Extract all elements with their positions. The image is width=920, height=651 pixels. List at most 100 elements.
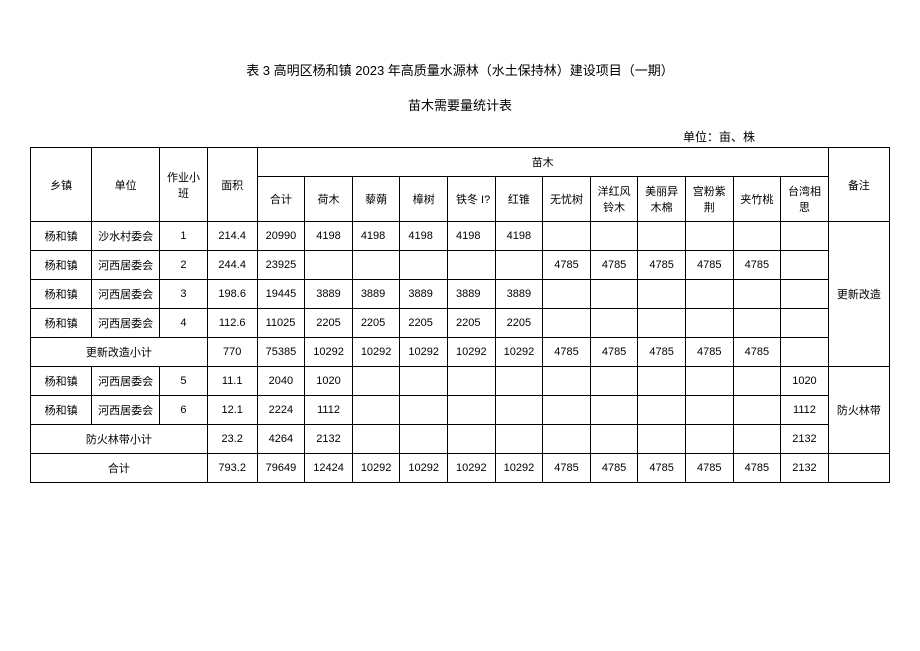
cell-s2 (352, 251, 400, 280)
cell-area: 793.2 (207, 454, 257, 483)
cell-s6: 4785 (543, 338, 591, 367)
cell-s5: 10292 (495, 454, 543, 483)
cell-s8 (638, 396, 686, 425)
cell-plot: 2 (160, 251, 208, 280)
cell-unit: 河西居委会 (92, 309, 160, 338)
cell-s3: 4198 (400, 222, 448, 251)
cell-s3 (400, 425, 448, 454)
cell-s8 (638, 425, 686, 454)
cell-total: 2224 (257, 396, 305, 425)
header-s10: 夹竹桃 (733, 177, 781, 222)
page-title: 表 3 高明区杨和镇 2023 年高质量水源林（水土保持林）建设项目（一期） (30, 60, 890, 79)
cell-s8: 4785 (638, 454, 686, 483)
cell-s4 (448, 396, 496, 425)
cell-s11 (781, 338, 829, 367)
cell-s2 (352, 396, 400, 425)
cell-s7 (590, 396, 638, 425)
cell-s2 (352, 425, 400, 454)
cell-s11 (781, 222, 829, 251)
header-area: 面积 (207, 148, 257, 222)
cell-s4: 4198 (448, 222, 496, 251)
cell-s1: 4198 (305, 222, 353, 251)
cell-total: 23925 (257, 251, 305, 280)
cell-s9: 4785 (685, 454, 733, 483)
cell-s6: 4785 (543, 454, 591, 483)
header-s11: 台湾相思 (781, 177, 829, 222)
cell-s9: 4785 (685, 338, 733, 367)
note-cell: 更新改造 (828, 222, 889, 367)
cell-plot: 3 (160, 280, 208, 309)
cell-s7: 4785 (590, 338, 638, 367)
cell-plot: 1 (160, 222, 208, 251)
header-plot: 作业小班 (160, 148, 208, 222)
table-row: 杨和镇 河西居委会 4 112.6 11025 2205 2205 2205 2… (31, 309, 890, 338)
cell-area: 214.4 (207, 222, 257, 251)
table-row: 杨和镇 河西居委会 3 198.6 19445 3889 3889 3889 3… (31, 280, 890, 309)
table-row: 杨和镇 河西居委会 5 11.1 2040 1020 1020 防火林带 (31, 367, 890, 396)
cell-s2 (352, 367, 400, 396)
cell-s9 (685, 309, 733, 338)
grand-label: 合计 (31, 454, 208, 483)
header-s6: 无忧树 (543, 177, 591, 222)
cell-unit: 河西居委会 (92, 251, 160, 280)
cell-s3: 2205 (400, 309, 448, 338)
header-s8: 美丽异木棉 (638, 177, 686, 222)
cell-town: 杨和镇 (31, 309, 92, 338)
cell-area: 244.4 (207, 251, 257, 280)
cell-s5 (495, 425, 543, 454)
cell-s5 (495, 396, 543, 425)
cell-s9 (685, 425, 733, 454)
subtotal-row: 防火林带小计 23.2 4264 2132 2132 (31, 425, 890, 454)
cell-total: 11025 (257, 309, 305, 338)
cell-s11: 2132 (781, 425, 829, 454)
cell-area: 12.1 (207, 396, 257, 425)
cell-s4: 10292 (448, 338, 496, 367)
cell-s7 (590, 425, 638, 454)
cell-s4: 3889 (448, 280, 496, 309)
cell-s6 (543, 425, 591, 454)
cell-total: 75385 (257, 338, 305, 367)
cell-s4 (448, 425, 496, 454)
cell-town: 杨和镇 (31, 222, 92, 251)
cell-s2: 4198 (352, 222, 400, 251)
cell-town: 杨和镇 (31, 280, 92, 309)
cell-total: 2040 (257, 367, 305, 396)
cell-s7: 4785 (590, 454, 638, 483)
cell-s10 (733, 396, 781, 425)
cell-plot: 6 (160, 396, 208, 425)
cell-s2: 10292 (352, 454, 400, 483)
cell-s1: 2205 (305, 309, 353, 338)
cell-s1: 2132 (305, 425, 353, 454)
cell-s3: 3889 (400, 280, 448, 309)
cell-s11 (781, 280, 829, 309)
cell-s6 (543, 280, 591, 309)
cell-s10 (733, 280, 781, 309)
cell-unit: 沙水村委会 (92, 222, 160, 251)
cell-area: 770 (207, 338, 257, 367)
cell-s1: 10292 (305, 338, 353, 367)
cell-s11: 2132 (781, 454, 829, 483)
cell-town: 杨和镇 (31, 367, 92, 396)
cell-s10: 4785 (733, 251, 781, 280)
header-s7: 洋红风铃木 (590, 177, 638, 222)
cell-s1 (305, 251, 353, 280)
cell-area: 11.1 (207, 367, 257, 396)
cell-s10 (733, 222, 781, 251)
cell-unit: 河西居委会 (92, 367, 160, 396)
page-subtitle: 苗木需要量统计表 (30, 95, 890, 114)
cell-town: 杨和镇 (31, 396, 92, 425)
cell-s1: 3889 (305, 280, 353, 309)
cell-unit: 河西居委会 (92, 396, 160, 425)
cell-s8: 4785 (638, 251, 686, 280)
cell-total: 19445 (257, 280, 305, 309)
cell-s5 (495, 367, 543, 396)
cell-s5: 4198 (495, 222, 543, 251)
cell-s3 (400, 396, 448, 425)
cell-s5 (495, 251, 543, 280)
cell-unit: 河西居委会 (92, 280, 160, 309)
header-seedlings: 苗木 (257, 148, 828, 177)
cell-total: 79649 (257, 454, 305, 483)
unit-label: 单位：亩、株 (30, 128, 890, 145)
table-row: 杨和镇 沙水村委会 1 214.4 20990 4198 4198 4198 4… (31, 222, 890, 251)
cell-s10 (733, 425, 781, 454)
